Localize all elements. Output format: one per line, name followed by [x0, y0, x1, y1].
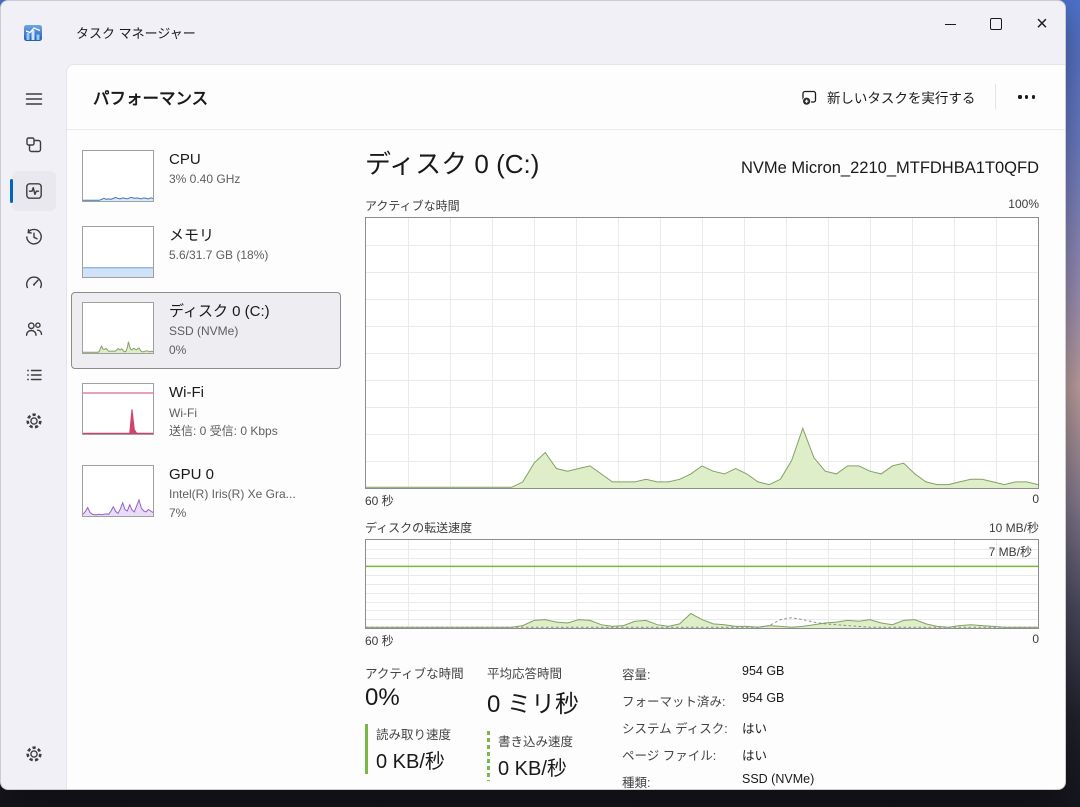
users-icon — [24, 319, 44, 339]
info-row-type: 種類: SSD (NVMe) — [622, 772, 815, 790]
read-speed-label: 読み取り速度 — [376, 728, 452, 742]
close-icon: × — [1036, 13, 1048, 35]
disk-type: SSD (NVMe) — [169, 324, 239, 339]
list-item-gpu0[interactable]: GPU 0 Intel(R) Iris(R) Xe Gra... 7% — [71, 455, 341, 532]
info-row-system-disk: システム ディスク: はい — [622, 722, 768, 736]
hamburger-menu-icon — [24, 89, 44, 109]
cpu-title: CPU — [169, 151, 201, 168]
info-row-page-file: ページ ファイル: はい — [622, 749, 768, 763]
sidebar-item-app-history[interactable] — [12, 217, 56, 257]
disk-usage: 0% — [169, 342, 187, 357]
sidebar-item-startup-apps[interactable] — [12, 263, 56, 303]
info-row-formatted: フォーマット済み: 954 GB — [622, 691, 785, 709]
write-speed-value: 0 KB/秒 — [498, 758, 567, 780]
main-panel: パフォーマンス — [66, 64, 1065, 790]
wifi-mini-chart — [82, 383, 154, 436]
list-item-wifi[interactable]: Wi-Fi Wi-Fi 送信: 0 受信: 0 Kbps — [71, 373, 341, 450]
cpu-mini-chart — [82, 150, 154, 202]
maximize-button[interactable] — [973, 1, 1019, 47]
list-item-disk0[interactable]: ディスク 0 (C:) SSD (NVMe) 0% — [71, 292, 341, 370]
chart2-x-left: 60 秒 — [365, 634, 394, 648]
sidebar-item-users[interactable] — [12, 309, 56, 349]
processes-icon — [24, 135, 44, 155]
more-options-button[interactable] — [1004, 83, 1049, 110]
memory-mini-chart — [82, 226, 154, 278]
list-item-cpu[interactable]: CPU 3% 0.40 GHz — [71, 140, 341, 212]
cpu-stats: 3% 0.40 GHz — [169, 172, 241, 187]
details-icon — [24, 365, 44, 385]
detail-title: ディスク 0 (C:) — [365, 149, 540, 179]
close-button[interactable]: × — [1019, 1, 1065, 47]
chart1-label: アクティブな時間 — [365, 199, 460, 213]
task-manager-window: タスク マネージャー × — [0, 0, 1066, 790]
memory-title: メモリ — [169, 227, 215, 244]
run-new-task-button[interactable]: 新しいタスクを実行する — [789, 79, 988, 115]
disk-title: ディスク 0 (C:) — [169, 303, 270, 320]
performance-icon — [24, 181, 44, 201]
chart2-max-label: 10 MB/秒 — [988, 521, 1039, 535]
sidebar-item-processes[interactable] — [12, 125, 56, 165]
chart2-threshold-label: 7 MB/秒 — [988, 545, 1032, 559]
chart2-label: ディスクの転送速度 — [365, 521, 473, 535]
transfer-rate-chart[interactable]: 7 MB/秒 — [365, 539, 1039, 629]
memory-stats: 5.6/31.7 GB (18%) — [169, 248, 269, 263]
more-options-icon — [1018, 95, 1035, 99]
disk-mini-chart — [82, 302, 154, 354]
disk-info-list: 容量: 954 GB フォーマット済み: 954 GB システム ディスク: は… — [622, 663, 1039, 790]
window-title: タスク マネージャー — [76, 26, 196, 41]
gpu-title: GPU 0 — [169, 465, 215, 483]
wifi-name: Wi-Fi — [169, 405, 197, 420]
gpu-usage: 7% — [169, 505, 187, 520]
chart1-x-right: 0 — [1032, 492, 1039, 506]
page-title: パフォーマンス — [93, 90, 209, 108]
sidebar-item-performance-button[interactable] — [11, 171, 56, 211]
menu-button[interactable] — [12, 79, 56, 119]
disk-detail-panel: ディスク 0 (C:) NVMe Micron_2210_MTFDHBA1T0Q… — [355, 130, 1065, 790]
gpu-name: Intel(R) Iris(R) Xe Gra... — [169, 487, 296, 502]
read-speed-value: 0 KB/秒 — [376, 751, 445, 773]
run-new-task-label: 新しいタスクを実行する — [826, 91, 976, 106]
chart1-x-left: 60 秒 — [365, 494, 394, 508]
run-new-task-icon — [801, 89, 818, 106]
active-time-chart[interactable] — [365, 217, 1039, 489]
startup-apps-icon — [24, 273, 44, 293]
disk-stats: アクティブな時間 0% 読み取り速度 0 KB/秒 — [365, 663, 1039, 790]
list-item-memory[interactable]: メモリ 5.6/31.7 GB (18%) — [71, 216, 341, 288]
response-time-value: 0 ミリ秒 — [487, 691, 580, 718]
chart2-x-right: 0 — [1032, 632, 1039, 646]
maximize-icon — [990, 18, 1002, 30]
minimize-icon — [944, 23, 956, 25]
task-manager-app-icon — [23, 23, 43, 43]
titlebar: タスク マネージャー × — [1, 1, 1065, 64]
settings-button[interactable] — [12, 734, 56, 774]
active-time-value: 0% — [365, 684, 400, 711]
wifi-stats: 送信: 0 受信: 0 Kbps — [169, 424, 278, 439]
sidebar-item-performance[interactable] — [1, 168, 66, 214]
header-separator — [995, 84, 997, 110]
selected-accent-bar — [10, 179, 13, 203]
settings-gear-icon — [24, 744, 44, 764]
response-time-label: 平均応答時間 — [487, 667, 563, 681]
app-history-icon — [24, 227, 44, 247]
write-speed-label: 書き込み速度 — [498, 735, 574, 749]
chart1-max-label: 100% — [1008, 197, 1039, 211]
info-row-capacity: 容量: 954 GB — [622, 664, 785, 682]
performance-list: CPU 3% 0.40 GHz メモリ 5.6/31.7 GB (18%) — [67, 130, 355, 789]
read-speed-legend-bar — [365, 724, 368, 774]
sidebar-item-services[interactable] — [12, 401, 56, 441]
sidebar-item-details[interactable] — [12, 355, 56, 395]
services-icon — [24, 411, 44, 431]
wifi-title: Wi-Fi — [169, 384, 204, 402]
write-speed-legend-bar — [487, 731, 490, 781]
gpu-mini-chart — [82, 464, 154, 517]
minimize-button[interactable] — [927, 1, 973, 47]
device-name: NVMe Micron_2210_MTFDHBA1T0QFD — [741, 159, 1039, 177]
navigation-rail — [1, 64, 66, 789]
active-time-label: アクティブな時間 — [365, 667, 464, 681]
